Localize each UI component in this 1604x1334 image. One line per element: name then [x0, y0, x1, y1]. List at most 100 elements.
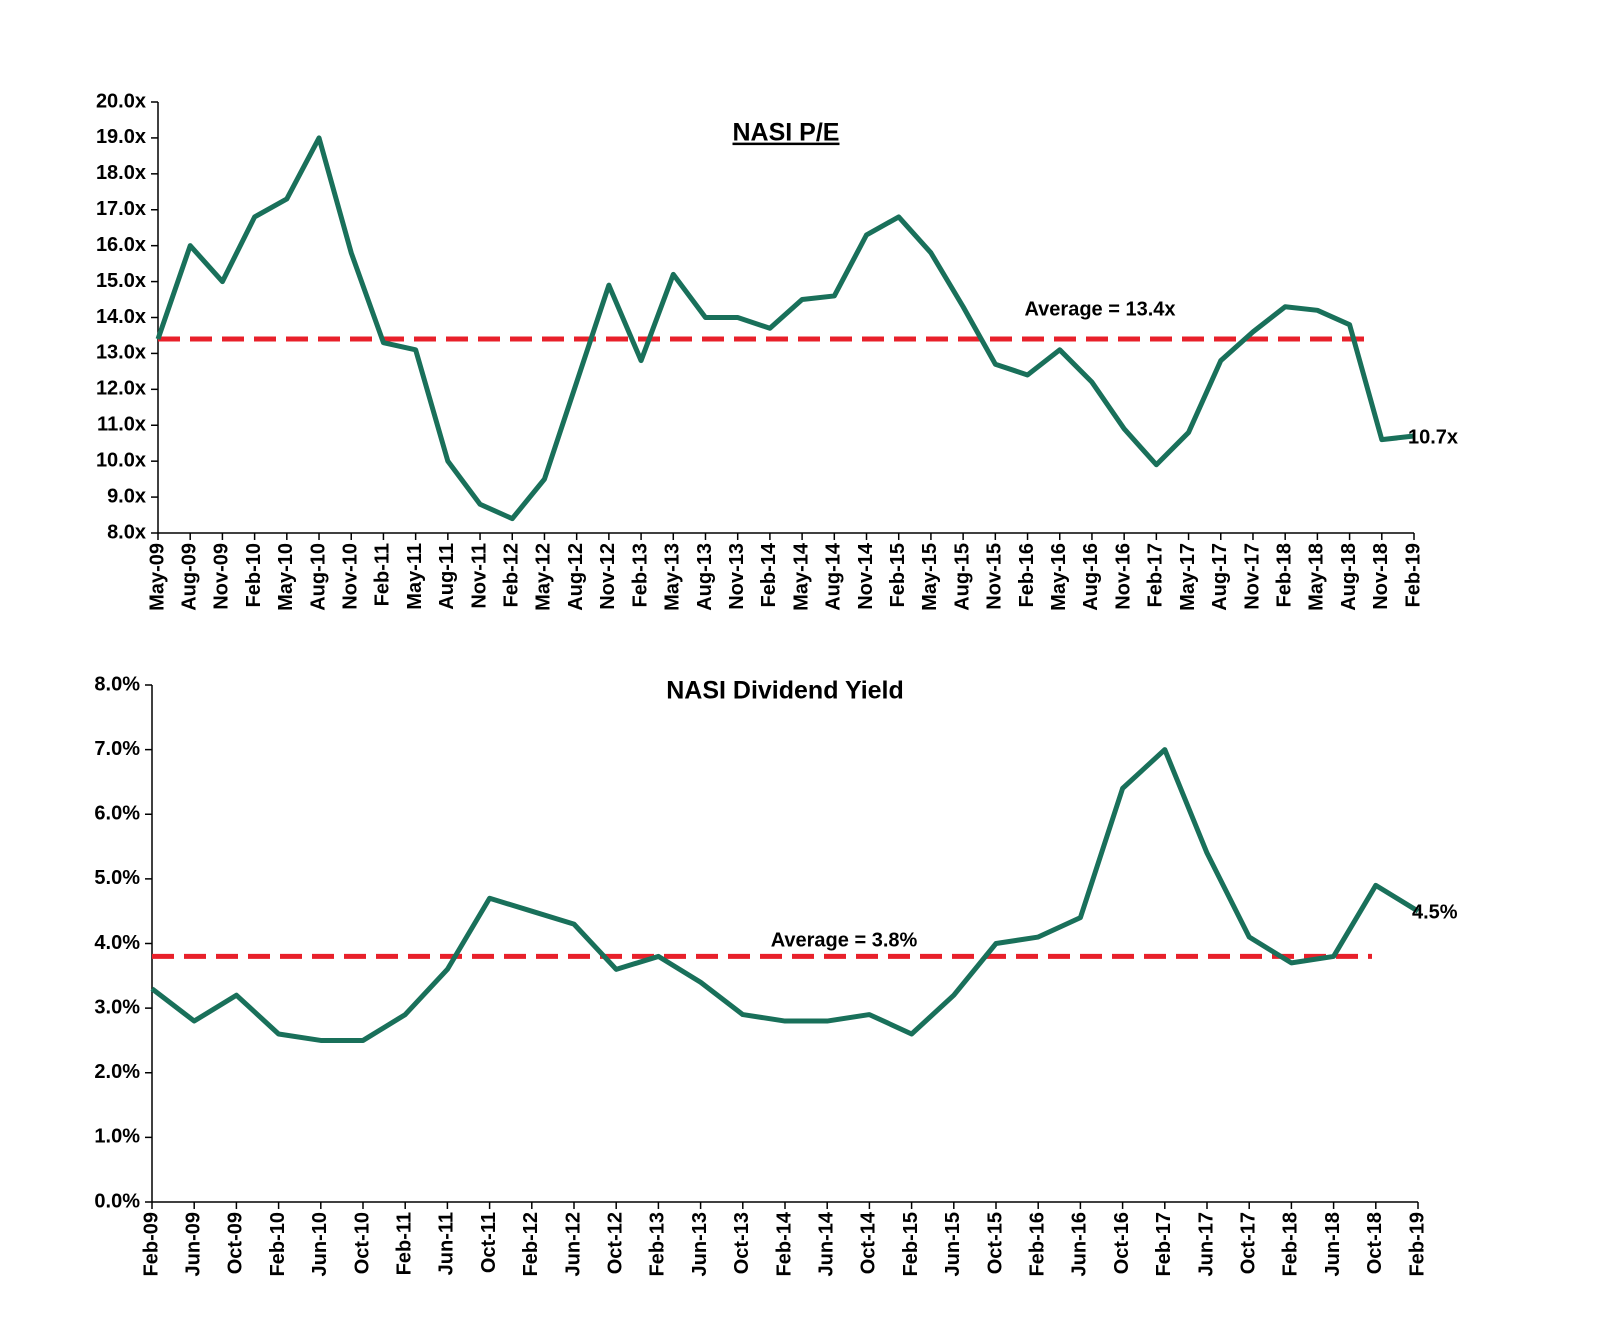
data-label: 10.7x [1408, 426, 1458, 448]
average-label: Average = 3.8% [771, 929, 918, 951]
x-tick-label: Nov-18 [1370, 543, 1392, 610]
x-tick-label: Nov-13 [726, 543, 748, 610]
x-tick-label: Oct-18 [1364, 1212, 1386, 1274]
x-tick-label: May-16 [1048, 543, 1070, 611]
x-tick-label: May-14 [790, 542, 812, 611]
x-tick-label: Feb-17 [1153, 1212, 1175, 1276]
y-tick-label: 15.0x [96, 270, 146, 292]
x-tick-label: Jun-14 [815, 1211, 837, 1276]
x-tick-label: Aug-10 [307, 543, 329, 611]
y-tick-label: 18.0x [96, 162, 146, 184]
x-tick-label: Feb-19 [1402, 543, 1424, 607]
x-tick-label: Aug-09 [178, 543, 200, 611]
x-tick-label: Nov-17 [1241, 543, 1263, 610]
x-tick-label: Jun-15 [942, 1212, 964, 1276]
x-tick-label: Feb-18 [1273, 543, 1295, 607]
x-tick-label: Oct-12 [604, 1212, 626, 1274]
chart-title: NASI Dividend Yield [666, 677, 904, 705]
x-tick-label: Feb-12 [520, 1212, 542, 1276]
x-tick-label: Oct-17 [1237, 1212, 1259, 1274]
x-tick-label: Aug-15 [951, 543, 973, 611]
x-tick-label: Oct-14 [858, 1211, 880, 1274]
x-tick-label: Feb-10 [243, 543, 265, 607]
x-tick-label: Feb-13 [647, 1212, 669, 1276]
x-tick-label: Jun-10 [309, 1212, 331, 1276]
x-tick-label: Nov-12 [597, 543, 619, 610]
x-tick-label: May-09 [146, 543, 168, 611]
x-tick-label: Nov-09 [211, 543, 233, 610]
x-tick-label: Feb-10 [267, 1212, 289, 1276]
x-tick-label: Feb-13 [629, 543, 651, 607]
x-tick-label: Oct-13 [731, 1212, 753, 1274]
x-tick-label: Nov-16 [1112, 543, 1134, 610]
y-tick-label: 12.0x [96, 378, 146, 400]
x-tick-label: Aug-12 [565, 543, 587, 611]
x-tick-label: Feb-12 [501, 543, 523, 607]
x-tick-label: May-18 [1306, 543, 1328, 611]
y-tick-label: 16.0x [96, 234, 146, 256]
x-tick-label: May-17 [1177, 543, 1199, 611]
x-tick-label: May-12 [533, 543, 555, 611]
data-line [155, 135, 1415, 522]
y-tick-label: 11.0x [97, 414, 146, 436]
x-tick-label: Jun-18 [1322, 1212, 1344, 1276]
x-tick-label: May-13 [662, 543, 684, 611]
y-tick-label: 6.0% [94, 803, 140, 825]
x-tick-label: Feb-11 [393, 1212, 415, 1275]
x-tick-label: Feb-15 [900, 1212, 922, 1276]
x-tick-label: Aug-14 [823, 542, 845, 611]
y-tick-label: 8.0% [94, 673, 140, 695]
y-tick-label: 10.0x [96, 449, 146, 471]
y-tick-label: 13.0x [96, 342, 146, 364]
y-tick-label: 5.0% [94, 867, 140, 889]
x-tick-label: Feb-19 [1406, 1212, 1428, 1276]
chart-title: NASI P/E [733, 119, 840, 147]
x-tick-label: Oct-09 [225, 1212, 247, 1274]
x-tick-label: Nov-11 [468, 543, 490, 609]
x-tick-label: Aug-11 [436, 543, 458, 610]
x-tick-label: Feb-09 [140, 1212, 162, 1276]
y-tick-label: 19.0x [96, 126, 146, 148]
x-tick-label: Aug-17 [1209, 543, 1231, 611]
x-tick-label: Nov-14 [855, 542, 877, 610]
x-tick-label: Aug-16 [1080, 543, 1102, 611]
x-tick-label: May-15 [919, 543, 941, 611]
y-tick-label: 4.0% [94, 932, 140, 954]
x-tick-label: Feb-14 [758, 542, 780, 607]
x-tick-label: Nov-15 [984, 543, 1006, 610]
y-tick-label: 7.0% [94, 738, 140, 760]
y-tick-label: 1.0% [94, 1126, 140, 1148]
x-tick-label: May-10 [275, 543, 297, 611]
x-tick-label: Aug-18 [1338, 543, 1360, 611]
x-tick-label: Feb-17 [1145, 543, 1167, 607]
x-tick-label: Jun-17 [1195, 1212, 1217, 1276]
x-tick-label: Feb-16 [1016, 543, 1038, 607]
y-tick-label: 3.0% [94, 996, 140, 1018]
y-tick-label: 2.0% [94, 1061, 140, 1083]
x-tick-label: Nov-10 [340, 543, 362, 610]
x-tick-label: Oct-16 [1111, 1212, 1133, 1274]
average-label: Average = 13.4x [1024, 298, 1175, 320]
y-tick-label: 17.0x [96, 198, 146, 220]
x-tick-label: Feb-16 [1026, 1212, 1048, 1276]
y-tick-label: 9.0x [107, 485, 146, 507]
x-tick-label: Feb-14 [773, 1211, 795, 1276]
x-tick-label: Oct-11 [478, 1212, 500, 1273]
x-tick-label: Jun-16 [1069, 1212, 1091, 1276]
x-tick-label: Jun-12 [562, 1212, 584, 1276]
x-tick-label: Aug-13 [694, 543, 716, 611]
x-tick-label: Jun-13 [689, 1212, 711, 1276]
x-tick-label: Feb-11 [372, 543, 394, 606]
y-tick-label: 8.0x [107, 521, 146, 543]
x-tick-label: Feb-18 [1280, 1212, 1302, 1276]
y-tick-label: 14.0x [96, 306, 146, 328]
x-tick-label: Feb-15 [887, 543, 909, 607]
x-tick-label: Jun-09 [182, 1212, 204, 1276]
x-tick-label: Oct-10 [351, 1212, 373, 1274]
x-tick-label: May-11 [404, 543, 426, 610]
x-tick-label: Oct-15 [984, 1212, 1006, 1274]
y-tick-label: 20.0x [96, 90, 146, 112]
y-tick-label: 0.0% [94, 1190, 140, 1212]
x-tick-label: Jun-11 [436, 1212, 458, 1275]
